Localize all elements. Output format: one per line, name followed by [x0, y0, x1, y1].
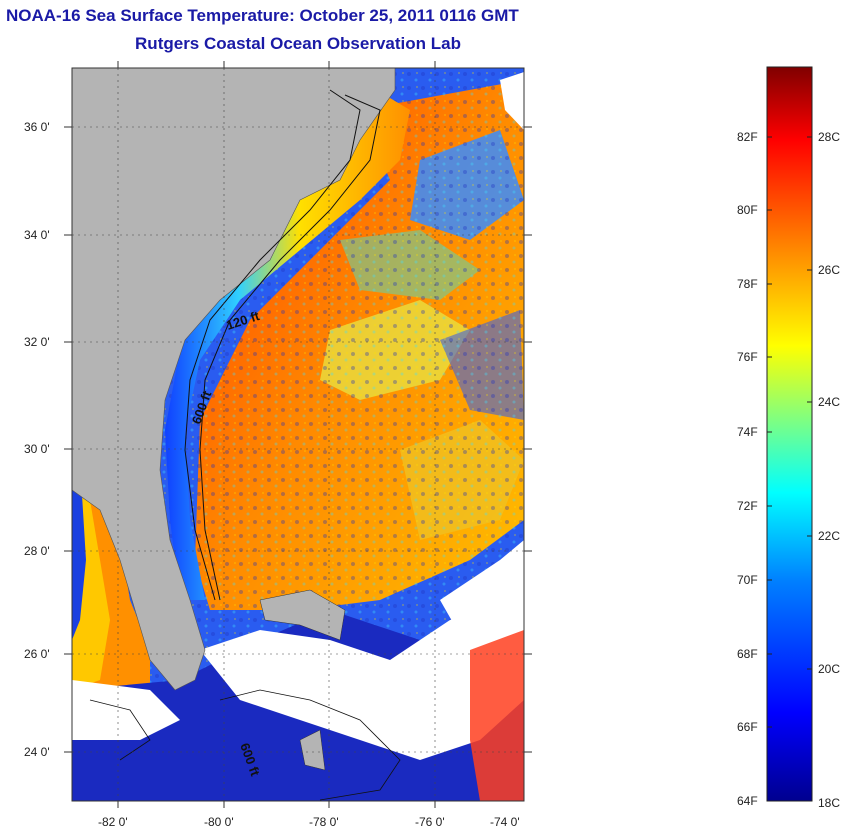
colorbar-label-f: 74F [737, 425, 758, 439]
lon-label: -80 0' [204, 815, 234, 829]
colorbar-label-c: 28C [818, 130, 840, 144]
colorbar-label-c: 22C [818, 529, 840, 543]
colorbar-label-f: 76F [737, 350, 758, 364]
map-title: NOAA-16 Sea Surface Temperature: October… [6, 6, 519, 25]
contour-120ft [184, 89, 361, 601]
contour-600ft [199, 94, 381, 601]
colorbar-label-f: 72F [737, 499, 758, 513]
colorbar-label-c: 24C [818, 395, 840, 409]
bahamas-island [259, 589, 346, 641]
lon-label: -78 0' [309, 815, 339, 829]
colorbar-label-f: 66F [737, 720, 758, 734]
map-axis-ticks [64, 61, 532, 808]
lat-label: 32 0' [24, 335, 50, 349]
lat-label: 28 0' [24, 544, 50, 558]
lon-label: -74 0' [490, 815, 520, 829]
colorbar-label-f: 70F [737, 573, 758, 587]
lat-label: 24 0' [24, 745, 50, 759]
map-frame [71, 67, 525, 802]
lat-label: 34 0' [24, 228, 50, 242]
colorbar-label-f: 82F [737, 130, 758, 144]
coastal-band [165, 80, 410, 600]
colorbar-label-f: 80F [737, 203, 758, 217]
lat-label: 36 0' [24, 120, 50, 134]
map-grid [72, 68, 524, 801]
colorbar-label-c: 18C [818, 796, 840, 810]
colorbar-label-f: 64F [737, 794, 758, 808]
map-subtitle: Rutgers Coastal Ocean Observation Lab [135, 34, 461, 53]
lon-label: -82 0' [98, 815, 128, 829]
colorbar-label-c: 20C [818, 662, 840, 676]
colorbar-label-c: 26C [818, 263, 840, 277]
colorbar-ticks [767, 136, 812, 728]
warm-eddy [470, 630, 524, 801]
colorbar-label-f: 78F [737, 277, 758, 291]
colorbar [766, 66, 813, 802]
sst-map: 120 ft 600 ft 600 ft [72, 68, 524, 801]
colorbar-label-f: 68F [737, 647, 758, 661]
cloud-mask [200, 600, 524, 760]
lat-label: 30 0' [24, 442, 50, 456]
lat-label: 26 0' [24, 647, 50, 661]
lon-label: -76 0' [415, 815, 445, 829]
